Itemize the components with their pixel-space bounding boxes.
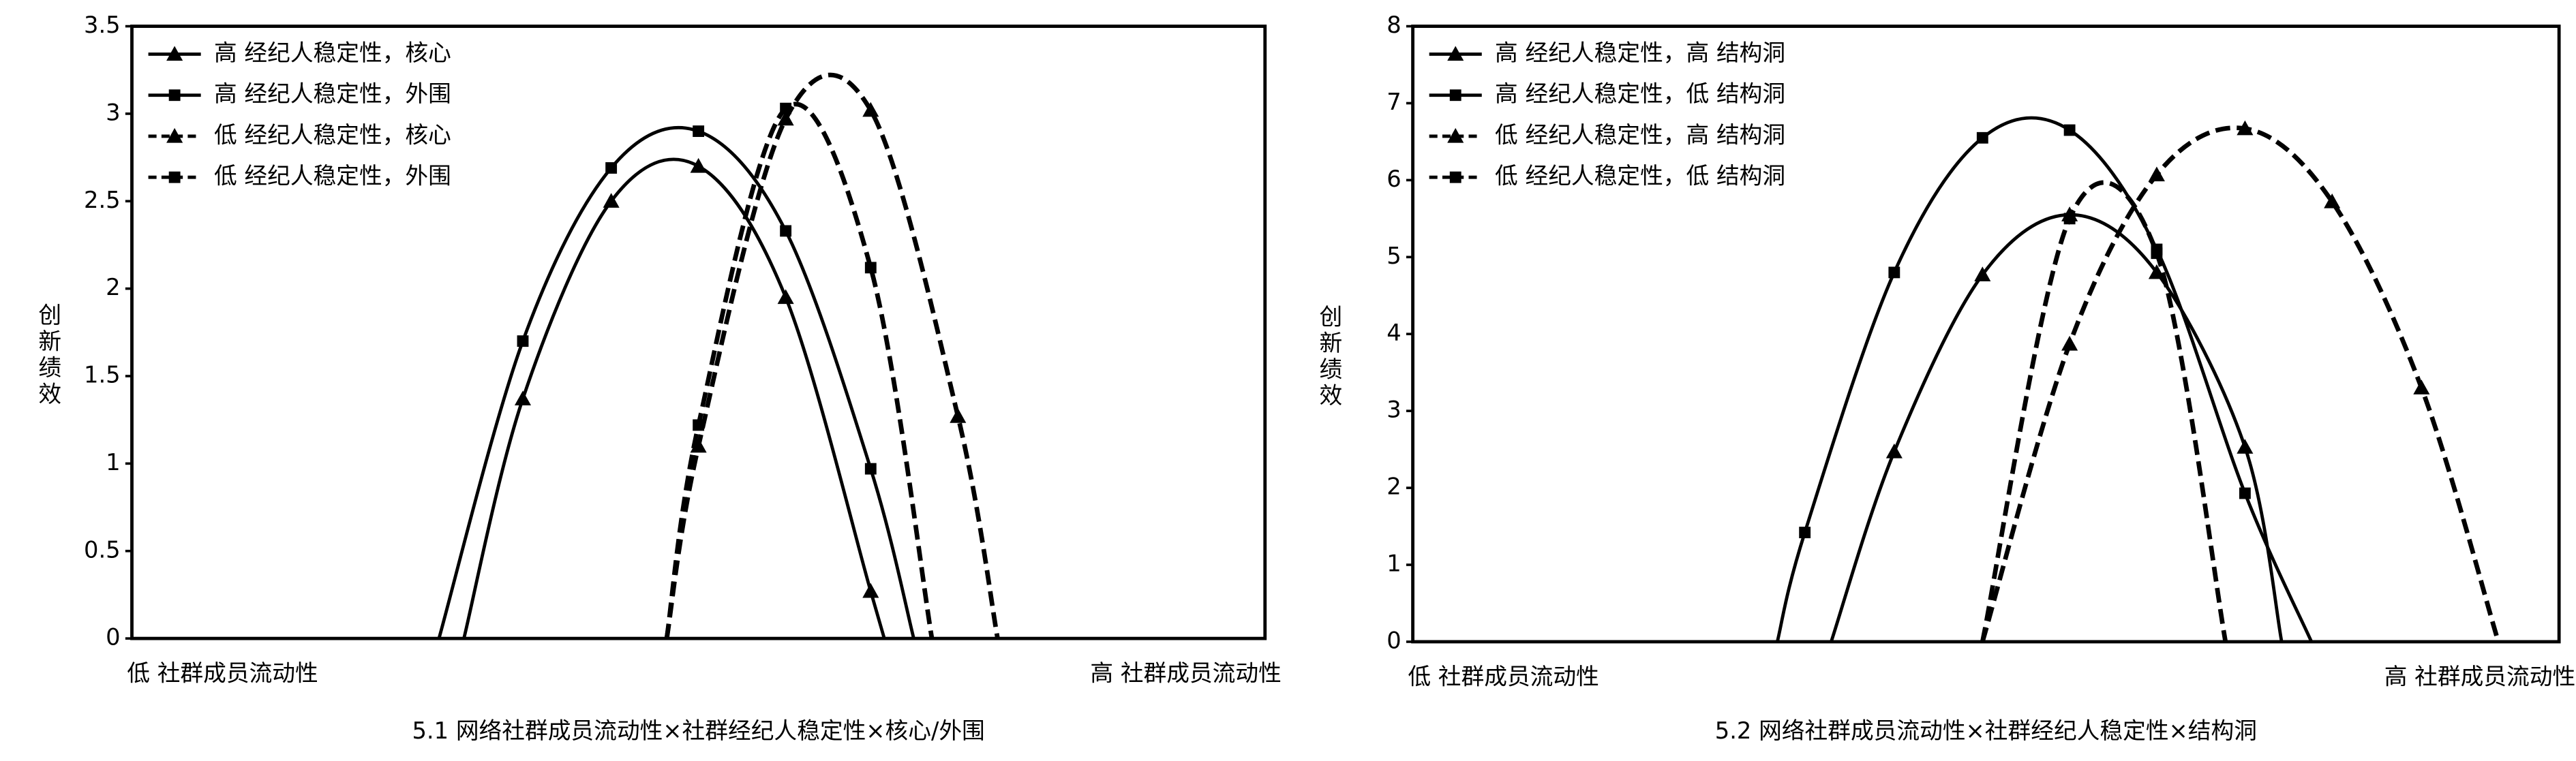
legend-label: 低 经纪人稳定性，外围 — [214, 163, 451, 189]
marker-triangle — [862, 102, 879, 117]
marker-triangle — [2148, 264, 2165, 279]
y-tick-label: 6 — [1387, 166, 1401, 192]
chart-title: 5.1 网络社群成员流动性×社群经纪人稳定性×核心/外围 — [412, 717, 984, 744]
marker-triangle — [1447, 46, 1464, 61]
marker-triangle — [166, 127, 183, 143]
marker-triangle — [2061, 335, 2078, 351]
marker-triangle — [1974, 266, 1991, 281]
series-line — [664, 72, 1000, 639]
marker-triangle — [603, 193, 620, 208]
y-tick-label: 5 — [1387, 243, 1401, 269]
marker-triangle — [950, 408, 967, 423]
marker-square — [605, 162, 618, 174]
marker-triangle — [1447, 127, 1464, 143]
marker-square — [2151, 247, 2163, 260]
marker-triangle — [777, 289, 794, 305]
y-tick-label: 0 — [106, 624, 120, 651]
series-line — [1980, 180, 2228, 642]
legend-label: 高 经纪人稳定性，外围 — [214, 80, 451, 107]
y-tick-label: 2 — [1387, 473, 1401, 500]
y-tick-label: 3.5 — [84, 12, 121, 38]
legend-label: 高 经纪人稳定性，核心 — [214, 40, 451, 66]
marker-square — [168, 89, 181, 102]
marker-square — [693, 419, 705, 431]
plot-frame — [130, 25, 1267, 640]
marker-square — [864, 463, 877, 475]
series-line — [1775, 116, 2314, 642]
marker-triangle — [690, 157, 707, 173]
marker-square — [1976, 131, 1988, 144]
marker-triangle — [2237, 120, 2254, 136]
series-line — [664, 102, 935, 639]
legend-label: 低 经纪人稳定性，低 结构洞 — [1495, 163, 1785, 189]
marker-triangle — [2324, 193, 2341, 208]
marker-triangle — [2237, 439, 2254, 454]
x-annotation-low: 低 社群成员流动性 — [127, 660, 318, 687]
legend-label: 高 经纪人稳定性，高 结构洞 — [1495, 40, 1785, 66]
x-annotation-high: 高 社群成员流动性 — [2384, 663, 2575, 689]
marker-triangle — [777, 110, 794, 126]
x-annotation-low: 低 社群成员流动性 — [1408, 663, 1598, 689]
x-annotation-high: 高 社群成员流动性 — [1090, 660, 1281, 687]
y-tick-label: 3 — [106, 99, 120, 125]
y-tick-label: 0 — [1387, 627, 1401, 653]
marker-square — [1449, 171, 1461, 183]
y-tick-label: 1.5 — [84, 362, 121, 388]
y-tick-label: 1 — [1387, 550, 1401, 577]
y-axis-label: 创新绩效 — [35, 302, 61, 407]
marker-square — [864, 262, 877, 274]
chart-title: 5.2 网络社群成员流动性×社群经纪人稳定性×结构洞 — [1715, 717, 2257, 744]
marker-square — [2063, 213, 2076, 225]
y-tick-label: 2 — [106, 274, 120, 300]
marker-triangle — [1885, 443, 1903, 459]
marker-triangle — [862, 583, 879, 598]
marker-triangle — [690, 437, 707, 453]
marker-square — [1449, 89, 1461, 102]
y-tick-label: 2.5 — [84, 187, 121, 213]
marker-square — [517, 335, 529, 347]
marker-square — [1888, 266, 1900, 279]
marker-square — [1799, 527, 1811, 539]
marker-square — [780, 102, 792, 114]
legend-label: 低 经纪人稳定性，核心 — [214, 121, 451, 148]
y-axis-label: 创新绩效 — [1316, 305, 1342, 409]
y-tick-label: 4 — [1387, 320, 1401, 346]
marker-square — [168, 171, 181, 183]
y-tick-label: 1 — [106, 449, 120, 476]
marker-triangle — [2413, 379, 2430, 394]
marker-square — [780, 225, 792, 237]
marker-triangle — [2148, 166, 2165, 182]
marker-triangle — [514, 390, 532, 406]
plot-frame — [1411, 25, 2561, 644]
y-tick-label: 0.5 — [84, 536, 121, 563]
y-tick-label: 7 — [1387, 89, 1401, 115]
legend-label: 高 经纪人稳定性，低 结构洞 — [1495, 80, 1785, 107]
marker-triangle — [166, 46, 183, 61]
marker-square — [693, 125, 705, 138]
y-tick-label: 8 — [1387, 12, 1401, 38]
y-tick-label: 3 — [1387, 397, 1401, 423]
legend-label: 低 经纪人稳定性，高 结构洞 — [1495, 121, 1785, 148]
marker-square — [2239, 487, 2251, 499]
marker-square — [2063, 124, 2076, 136]
